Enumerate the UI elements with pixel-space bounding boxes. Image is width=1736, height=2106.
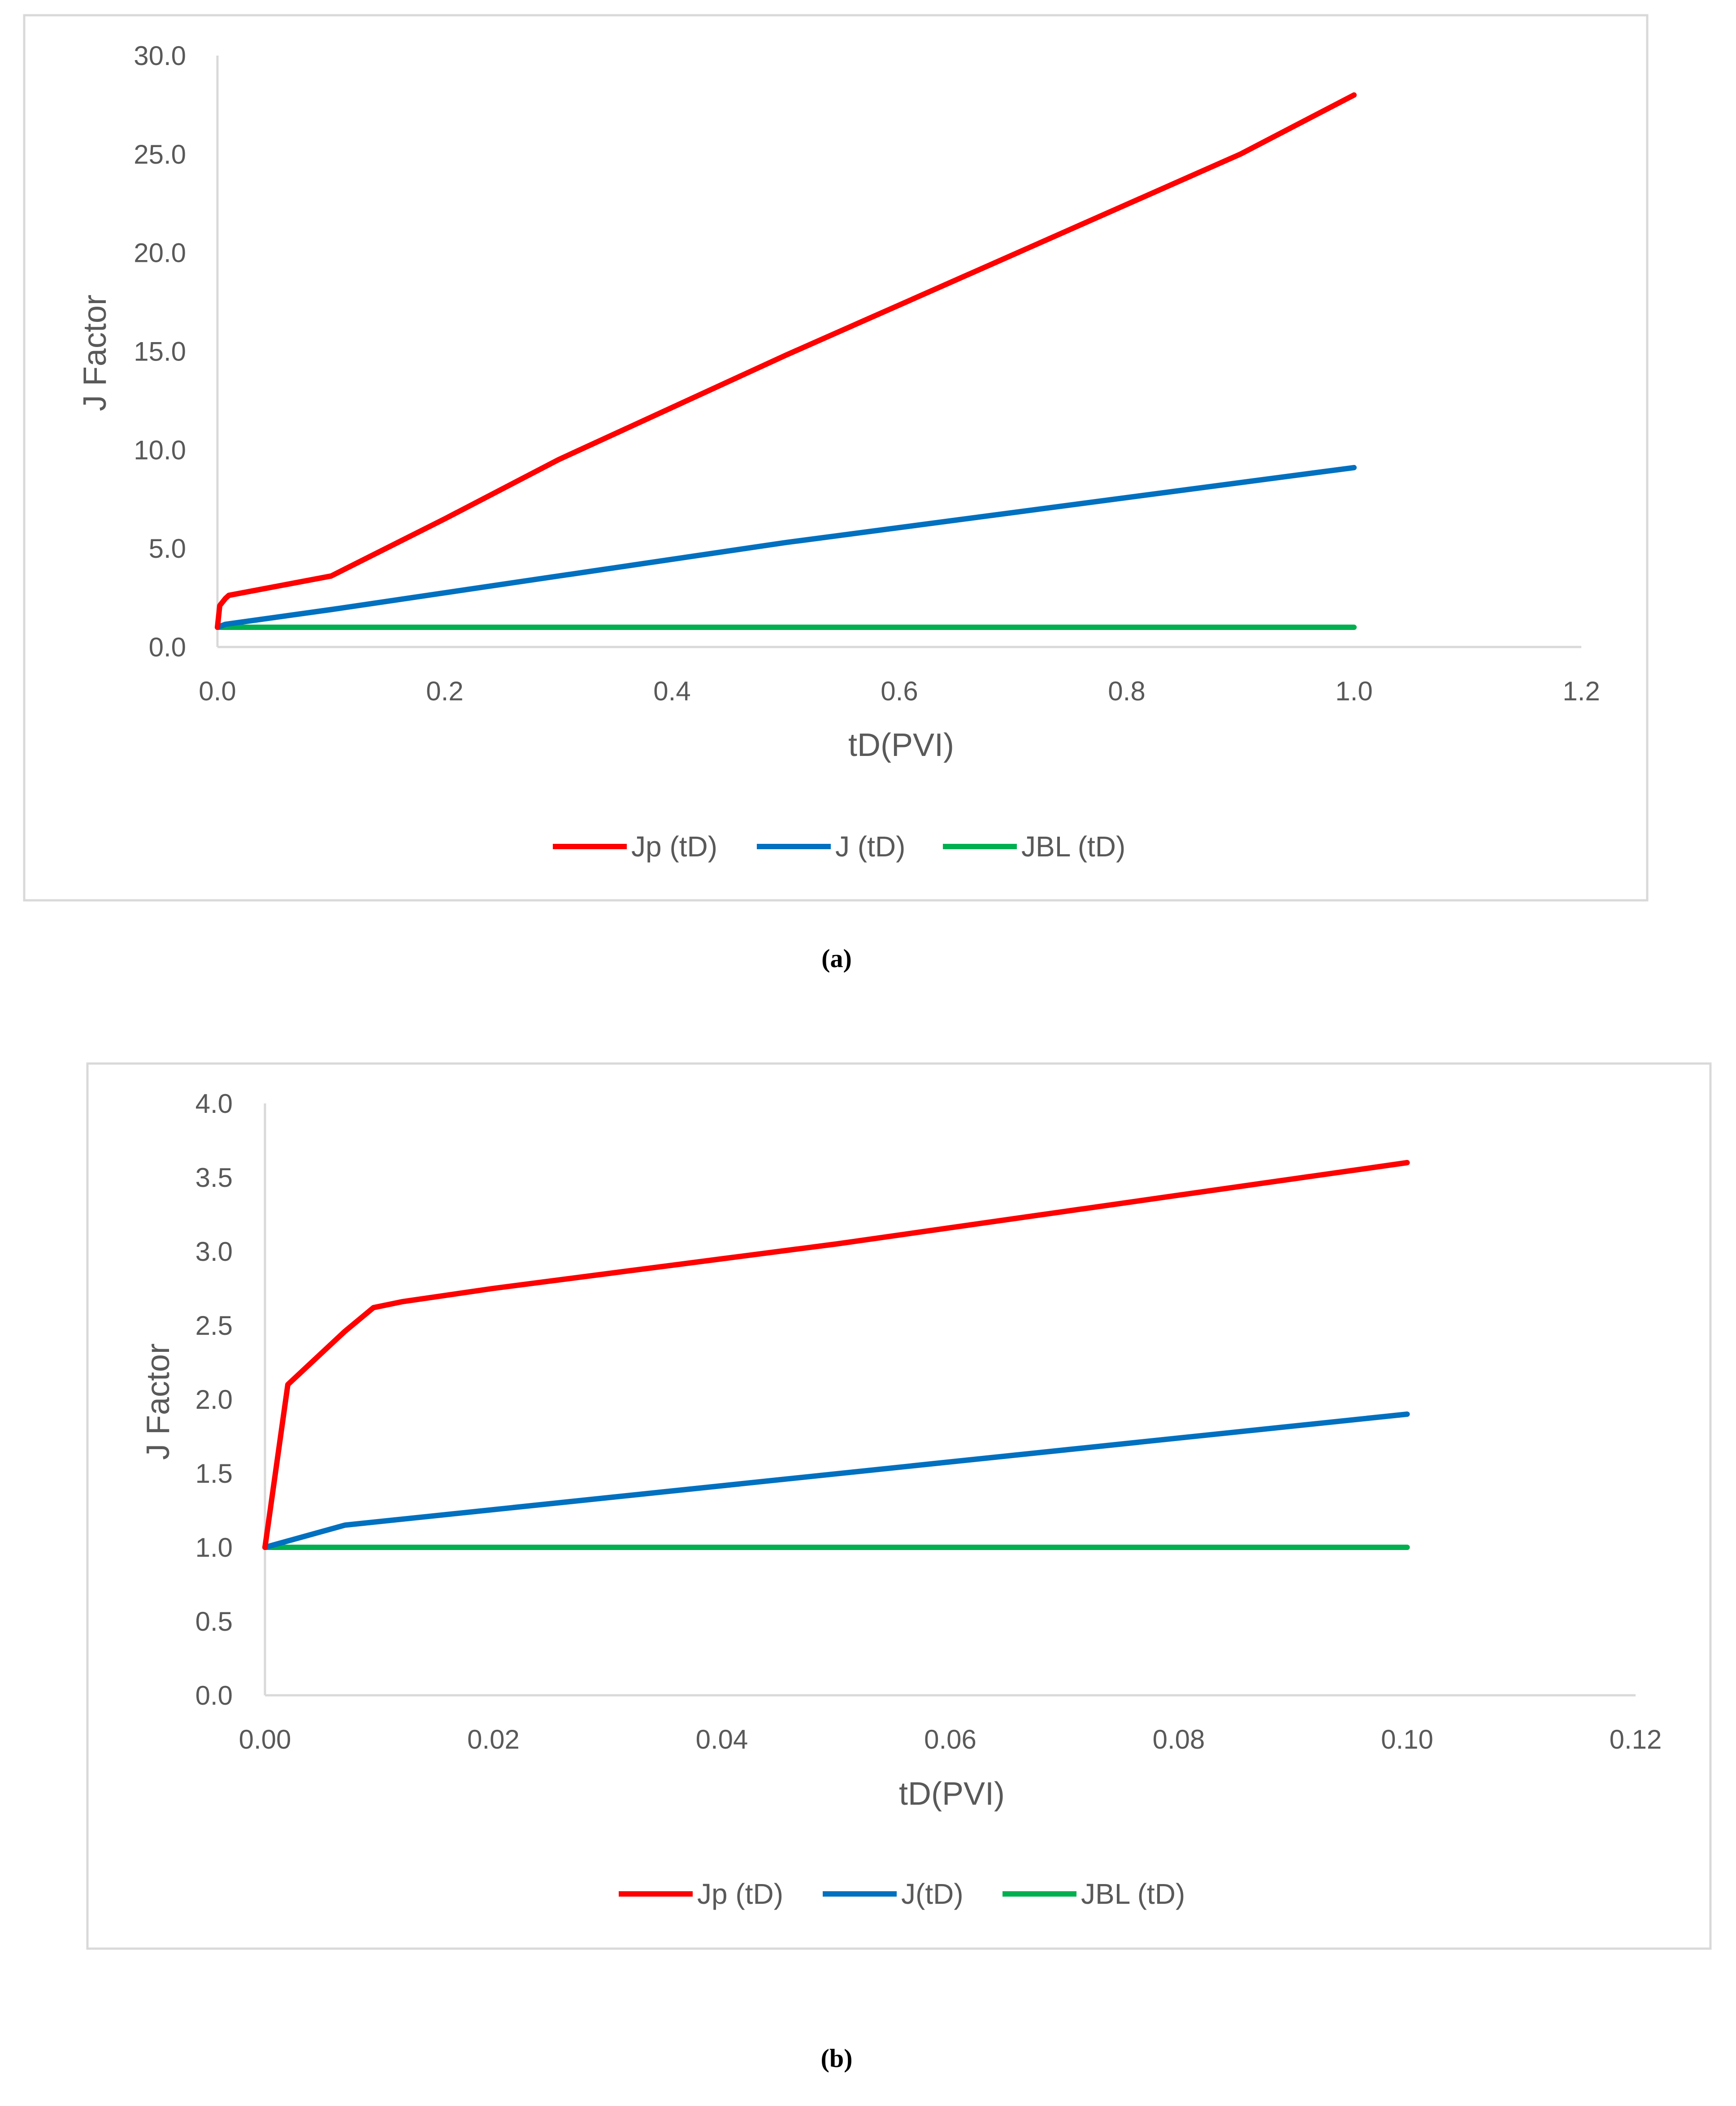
chart-a-y-tick-label: 15.0 [134, 337, 186, 367]
chart-a-x-tick-label: 0.6 [881, 676, 918, 706]
chart-a-x-tick-label: 0.0 [199, 676, 236, 706]
chart-b-series-jp-td [262, 1160, 1410, 1550]
chart-b-y-tick-label: 3.5 [195, 1163, 233, 1193]
chart-b-y-tick-label: 4.0 [195, 1089, 233, 1119]
chart-b-series-j-td [262, 1411, 1410, 1550]
chart-a-frame [23, 14, 1649, 902]
chart-a-y-tick-label: 30.0 [134, 41, 186, 71]
chart-b-legend-label: Jp (tD) [697, 1878, 783, 1910]
chart-a-y-tick-label: 25.0 [134, 139, 186, 169]
chart-b-y-tick-label: 2.5 [195, 1311, 233, 1341]
chart-b-x-tick-label: 0.02 [467, 1724, 520, 1754]
chart-a-y-tick-label: 20.0 [134, 238, 186, 268]
chart-a-x-tick-label: 0.8 [1108, 676, 1145, 706]
chart-a-legend-label: J (tD) [835, 830, 905, 863]
chart-b-x-tick-label: 0.04 [696, 1724, 748, 1754]
chart-a-x-tick-label: 0.2 [426, 676, 463, 706]
chart-b-frame [86, 1062, 1712, 1950]
chart-a-series-jp-td [215, 92, 1357, 630]
chart-b-x-tick-label: 0.08 [1153, 1724, 1205, 1754]
chart-b-caption: (b) [821, 2044, 853, 2073]
chart-b-legend-label: J(tD) [901, 1878, 963, 1910]
chart-a-caption: (a) [821, 944, 852, 973]
chart-b-legend: Jp (tD) J(tD) JBL (tD) [619, 1878, 1185, 1910]
chart-a-y-axis-title: J Factor [77, 295, 113, 411]
chart-a-x-axis-title: tD(PVI) [848, 727, 954, 763]
chart-b-y-tick-label: 0.5 [195, 1607, 233, 1637]
chart-b-y-tick-label: 2.0 [195, 1385, 233, 1415]
chart-a-x-tick-label: 1.0 [1335, 676, 1372, 706]
chart-a-y-tick-label: 5.0 [149, 534, 186, 564]
chart-b-x-tick-label: 0.00 [239, 1724, 291, 1754]
chart-b-x-tick-label: 0.12 [1610, 1724, 1662, 1754]
chart-a-x-tick-label: 1.2 [1562, 676, 1600, 706]
chart-b-y-tick-label: 0.0 [195, 1680, 233, 1711]
chart-a-y-tick-label: 10.0 [134, 435, 186, 465]
chart-a-y-tick-label: 0.0 [149, 632, 186, 662]
chart-a-legend-label: JBL (tD) [1021, 830, 1125, 863]
chart-b-y-tick-label: 1.5 [195, 1459, 233, 1489]
chart-a-series-j-td [215, 465, 1357, 630]
chart-a-legend: Jp (tD) J (tD) JBL (tD) [553, 830, 1125, 863]
chart-b-x-tick-label: 0.10 [1381, 1724, 1433, 1754]
chart-a-x-tick-label: 0.4 [653, 676, 690, 706]
chart-a-legend-label: Jp (tD) [631, 830, 717, 863]
chart-b-y-tick-label: 1.0 [195, 1533, 233, 1563]
chart-b-x-tick-label: 0.06 [924, 1724, 976, 1754]
chart-a: 0.0 0.2 0.4 0.6 0.8 1.0 1.2 0.0 5.0 10.0 15.0 20.0 2… [23, 14, 1649, 902]
chart-b-legend-label: JBL (tD) [1081, 1878, 1185, 1910]
chart-b-y-tick-label: 3.0 [195, 1237, 233, 1267]
chart-b-x-axis-title: tD(PVI) [899, 1776, 1005, 1812]
chart-b-y-axis-title: J Factor [140, 1343, 176, 1460]
chart-b: 0.00 0.02 0.04 0.06 0.08 0.10 0.12 0.0 0.5 1.0 1.5… [86, 1062, 1712, 1950]
